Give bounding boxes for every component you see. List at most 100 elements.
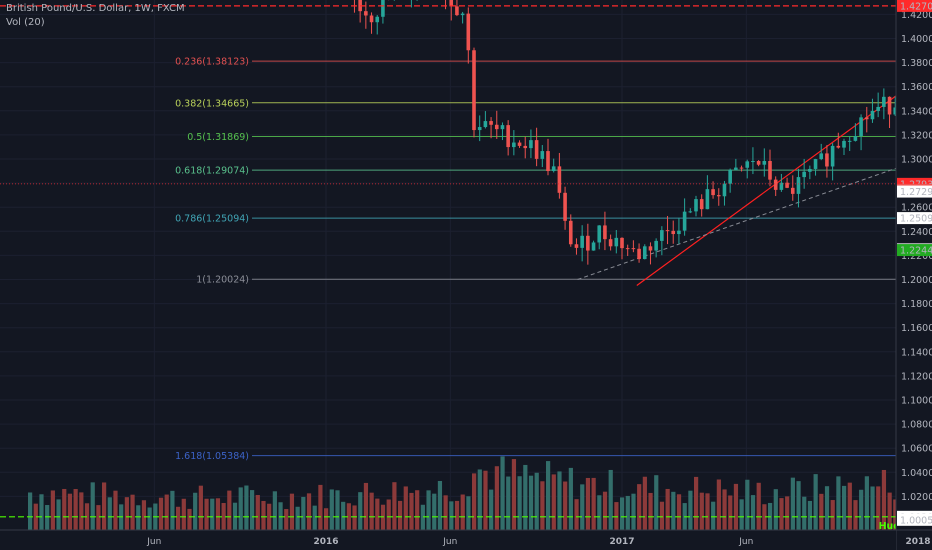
volume-bar	[301, 496, 306, 530]
volume-indicator-label[interactable]: Vol (20)	[6, 17, 45, 28]
price-badge-text: 1.00057	[900, 515, 932, 526]
volume-bar	[585, 477, 591, 530]
price-badge-text: 1.25096	[900, 214, 932, 225]
candle-body	[631, 248, 636, 250]
candle-body	[642, 246, 647, 260]
candle-body	[830, 145, 835, 167]
volume-bar	[864, 476, 869, 530]
volume-bar	[45, 505, 50, 530]
volume-bar	[210, 498, 215, 530]
volume-bar	[540, 481, 545, 530]
volume-bar	[489, 489, 494, 530]
price-badge-text: 1.42707	[900, 1, 932, 12]
candle-body	[739, 167, 744, 169]
volume-bar	[739, 499, 744, 530]
price-tick-label: 1.02000	[901, 492, 932, 503]
candle-body	[751, 161, 755, 163]
volume-bar	[665, 488, 670, 530]
candle-body	[836, 145, 841, 148]
price-tick-label: 1.20000	[901, 275, 932, 286]
volume-bar	[50, 490, 55, 530]
volume-bar	[67, 493, 73, 530]
price-axis[interactable]: 1.02000 1.04000 1.06000 1.08000 1.10000 1.120…	[895, 0, 932, 550]
volume-bar	[306, 493, 312, 530]
candle-body	[825, 153, 829, 167]
volume-bar	[785, 496, 790, 530]
time-tick-label: 2018	[905, 537, 930, 547]
volume-bar	[250, 490, 255, 530]
volume-bar	[341, 501, 346, 530]
candle-body	[580, 235, 584, 248]
volume-bar	[358, 492, 363, 530]
volume-bar	[750, 495, 756, 530]
volume-bar	[733, 483, 739, 530]
volume-bar	[449, 501, 454, 530]
candle-body	[591, 242, 596, 251]
volume-bar	[426, 490, 431, 530]
fibonacci-levels: 0.236(1.38123) 0.382(1.34665) 0.5(1.31869)…	[175, 57, 932, 462]
price-tick-label: 1.14000	[901, 347, 932, 358]
trend-lines	[577, 68, 932, 287]
candle-body	[716, 195, 721, 197]
price-badge-bg	[897, 0, 932, 12]
fib-level-label: 1(1.20024)	[196, 275, 249, 286]
volume-bar	[574, 499, 579, 530]
price-badge-bg	[897, 513, 932, 526]
volume-bar	[33, 503, 38, 530]
volume-bar	[517, 476, 522, 530]
volume-bar	[711, 501, 716, 530]
volume-bar	[289, 493, 295, 530]
volume-bar	[637, 484, 642, 530]
candle-body	[460, 13, 465, 16]
price-tick-label: 1.10000	[901, 396, 932, 407]
volume-bar	[580, 484, 585, 530]
volume-bar	[847, 482, 852, 530]
candle-body	[671, 230, 676, 235]
time-axis[interactable]: Jun2016Jun2017Jun2018Jun2019Jun2020Jun20…	[0, 529, 932, 550]
volume-bar	[546, 461, 551, 530]
volume-bar	[386, 499, 391, 530]
volume-bar	[836, 476, 841, 530]
volume-bar	[409, 492, 414, 530]
volume-bar	[244, 485, 249, 530]
volume-bar	[694, 476, 699, 530]
volume-bars	[28, 456, 932, 530]
volume-bar	[625, 495, 630, 530]
volume-bar	[602, 491, 608, 530]
volume-bar	[141, 500, 147, 530]
volume-bar	[375, 498, 380, 530]
candles	[353, 0, 932, 265]
volume-bar	[261, 500, 266, 530]
fib-level-label: 0.5(1.31869)	[187, 132, 249, 143]
volume-bar	[107, 497, 112, 530]
volume-bar	[551, 474, 556, 530]
volume-bar	[563, 481, 568, 530]
volume-bar	[608, 469, 613, 530]
volume-bar	[79, 492, 84, 530]
candle-body	[523, 145, 528, 149]
candle-body	[893, 107, 898, 115]
candle-body	[529, 140, 533, 149]
volume-bar	[130, 494, 135, 530]
volume-bar	[443, 495, 448, 530]
price-axis-bg	[896, 0, 932, 550]
candle-body	[779, 182, 784, 190]
volume-bar	[756, 482, 761, 530]
volume-bar	[102, 482, 107, 530]
price-badge-bg	[897, 185, 932, 198]
volume-bar	[859, 489, 864, 530]
volume-bar	[284, 509, 289, 530]
price-tick-label: 1.18000	[901, 299, 932, 310]
volume-bar	[39, 494, 44, 530]
volume-bar	[124, 497, 129, 530]
volume-bar	[676, 494, 682, 530]
volume-bar	[221, 503, 226, 530]
volume-bar	[227, 490, 232, 530]
symbol-title[interactable]: British Pound/U.S. Dollar, 1W, FXCM	[6, 3, 185, 14]
candle-body	[768, 160, 772, 180]
volume-bar	[796, 481, 801, 530]
candle-body	[887, 96, 892, 115]
candle-body	[654, 240, 658, 251]
